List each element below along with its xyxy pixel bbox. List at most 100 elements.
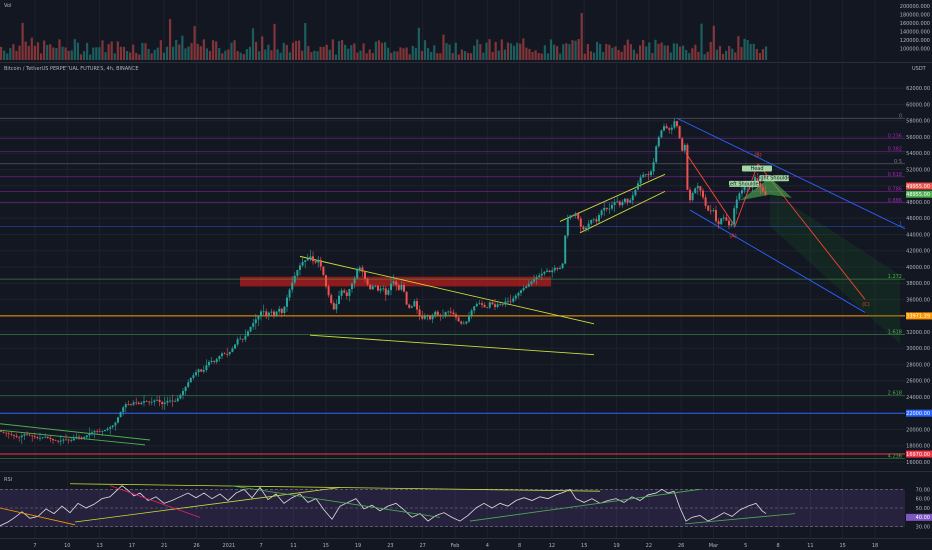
left-shoulder-label-bg: [729, 180, 759, 187]
candle: [618, 201, 621, 206]
pane-separator-volume[interactable]: [0, 62, 932, 63]
candle: [468, 315, 470, 322]
volume-bar: [70, 50, 73, 60]
candle: [556, 267, 559, 269]
candle: [756, 177, 759, 184]
volume-bar: [248, 46, 252, 60]
volume-bar: [362, 43, 365, 60]
volume-bar: [282, 42, 285, 60]
candle: [286, 297, 288, 307]
candle: [218, 356, 221, 360]
fibonacci-levels[interactable]: 0 0.236 0.382 0.5 0.618 0.786 0.886 1 1.272 1.618…: [0, 113, 905, 460]
candle: [608, 208, 611, 210]
volume-bar: [743, 38, 746, 60]
volume-bar: [620, 51, 623, 60]
candle: [236, 339, 239, 345]
volume-bar: [89, 54, 92, 60]
price-tick-label: 52000.00: [906, 167, 930, 173]
candle: [309, 256, 312, 259]
candle: [52, 439, 54, 441]
rsi-trend-line: [469, 488, 701, 522]
candle: [135, 402, 138, 404]
time-tick-label: Feb: [451, 543, 460, 549]
volume-bar: [49, 44, 52, 60]
volume-bar: [405, 47, 408, 60]
volume-label: Vol: [4, 3, 12, 9]
volume-bar: [46, 45, 49, 60]
volume-bar: [15, 50, 18, 60]
candle: [332, 303, 335, 310]
volume-bar: [356, 52, 359, 60]
candle: [210, 360, 213, 363]
volume-bar: [740, 47, 743, 60]
candle: [683, 144, 686, 151]
candle: [364, 271, 366, 279]
volume-bar: [294, 40, 298, 60]
price-badge: [906, 409, 932, 417]
volume-bar: [549, 39, 553, 60]
candle: [143, 401, 145, 403]
candle: [36, 437, 39, 439]
candle: [369, 284, 372, 290]
candle: [421, 315, 424, 319]
fib-label: 0.236: [888, 134, 902, 140]
candle: [735, 199, 738, 209]
volume-bar: [276, 49, 279, 60]
candle: [676, 121, 678, 127]
candle: [449, 311, 452, 313]
volume-bar: [33, 45, 36, 60]
volume-bar: [0, 46, 3, 60]
candle: [192, 375, 195, 378]
rsi-tick-label: 70.00: [916, 487, 930, 493]
candle: [452, 312, 455, 315]
volume-bar: [297, 40, 301, 60]
volume-bar: [755, 49, 758, 60]
candle: [46, 436, 49, 438]
volume-tick-label: 160000.000: [900, 21, 930, 27]
volume-bar: [752, 43, 755, 60]
volume-bar: [39, 53, 43, 60]
volume-bar: [316, 51, 319, 60]
candle: [673, 121, 676, 128]
symbol-title: Bitcoin / TetherUS PERPETUAL FUTURES, 4h…: [4, 66, 139, 72]
candle: [689, 189, 691, 201]
projection-zone: [770, 190, 900, 345]
candle: [436, 311, 439, 315]
candle: [522, 288, 525, 291]
fib-label: 4.236: [888, 454, 902, 460]
pane-separator-rsi[interactable]: [0, 471, 932, 472]
volume-bar: [626, 39, 629, 60]
candle: [704, 197, 707, 206]
candle: [741, 190, 743, 194]
volume-bar: [279, 52, 282, 60]
volume-bar: [552, 44, 556, 60]
candle: [215, 359, 218, 362]
volume-bar: [758, 53, 761, 60]
volume-bar: [193, 26, 196, 61]
trend-lines[interactable]: [0, 117, 906, 446]
candle: [226, 353, 229, 355]
candle: [49, 437, 52, 440]
volume-bar: [715, 49, 718, 60]
volume-bar: [611, 47, 614, 60]
time-tick-label: 8: [776, 543, 779, 549]
time-tick-label: 19: [613, 543, 619, 549]
volume-bar: [138, 54, 141, 60]
price-tick-label: 44000.00: [906, 232, 930, 238]
volume-bar: [92, 47, 95, 60]
trend-line-blue: [689, 209, 866, 313]
candle: [598, 215, 600, 222]
volume-bar: [482, 52, 485, 60]
wave-line-red: [734, 163, 759, 227]
candle: [564, 235, 567, 264]
rsi-pane: [0, 483, 905, 527]
volume-bar: [460, 49, 463, 60]
volume-bar: [617, 49, 620, 60]
volume-tick-label: 120000.000: [900, 38, 930, 44]
candle: [543, 271, 546, 274]
trend-line-green: [0, 423, 151, 441]
candle: [213, 360, 216, 362]
volume-bar: [599, 43, 602, 60]
price-tick-label: 16000.00: [906, 460, 930, 466]
